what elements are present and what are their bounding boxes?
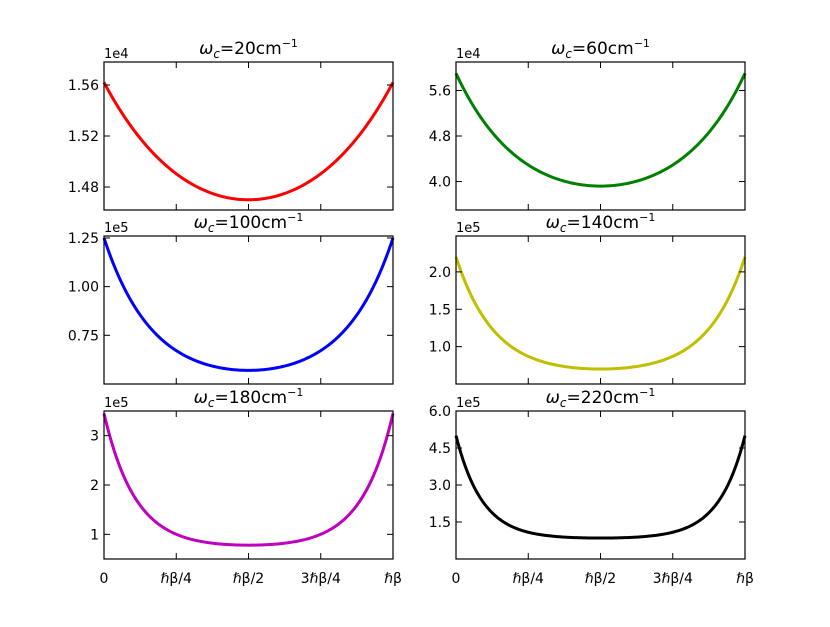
panel-title: ωc=220cm−1	[546, 386, 656, 410]
series-line-3	[102, 237, 395, 372]
xtick-label: ℏβ	[736, 571, 754, 587]
xtick-label: 3ℏβ/4	[653, 571, 693, 587]
ytick-label: 4.5	[429, 441, 451, 457]
xtick-label: ℏβ/4	[513, 571, 545, 587]
ytick-label: 4.0	[429, 175, 451, 191]
offset-multiplier: 1e5	[456, 396, 481, 411]
plot-frame	[103, 61, 394, 211]
ytick-label: 1	[90, 527, 99, 543]
offset-multiplier: 1e5	[104, 396, 129, 411]
ytick-label: 4.8	[429, 129, 451, 145]
panel-5: 1 2 3 0 ℏβ/4 ℏβ/2 3ℏβ/4 ℏβ 1e5 ωc=180cm−1	[90, 386, 402, 587]
ytick-label: 3.0	[429, 478, 451, 494]
offset-multiplier: 1e5	[456, 221, 481, 236]
xtick-label: ℏβ/2	[233, 571, 264, 587]
xtick-label: ℏβ	[384, 571, 402, 587]
panel-6: 1.5 3.0 4.5 6.0 0 ℏβ/4 ℏβ/2 3ℏβ/4 ℏβ 1e5 ωc=220cm−…	[429, 386, 754, 587]
ytick-label: 1.0	[429, 340, 451, 356]
ytick-label: 5.6	[429, 83, 451, 99]
ytick-label: 1.48	[68, 180, 99, 196]
xtick-label: 3ℏβ/4	[301, 571, 341, 587]
ytick-label: 2.0	[429, 265, 451, 281]
series-line-4	[454, 256, 747, 371]
xtick-label: 0	[452, 571, 461, 587]
ytick-label: 1.25	[68, 231, 99, 247]
ytick-label: 2	[90, 478, 99, 494]
plot-frame	[103, 410, 394, 560]
plot-frame	[455, 235, 746, 385]
ytick-label: 1.56	[68, 78, 99, 94]
panel-3: 0.75 1.00 1.25 1e5 ωc=100cm−1	[68, 211, 395, 385]
ytick-label: 1.5	[429, 515, 451, 531]
xtick-label: 0	[100, 571, 109, 587]
ytick-label: 1.52	[68, 129, 99, 145]
ytick-label: 3	[90, 429, 99, 445]
panel-title: ωc=20cm−1	[199, 37, 298, 61]
offset-multiplier: 1e5	[104, 221, 129, 236]
panel-title: ωc=140cm−1	[546, 211, 656, 235]
plot-frame	[103, 235, 394, 385]
series-line-2	[454, 72, 747, 188]
panel-4: 1.0 1.5 2.0 1e5 ωc=140cm−1	[429, 211, 747, 385]
series-line-5	[102, 413, 395, 547]
panel-title: ωc=100cm−1	[194, 211, 304, 235]
plot-frame	[455, 61, 746, 211]
offset-multiplier: 1e4	[456, 47, 481, 62]
panel-2: 4.0 4.8 5.6 1e4 ωc=60cm−1	[429, 37, 747, 211]
series-line-6	[454, 435, 747, 540]
ytick-label: 0.75	[68, 328, 99, 344]
offset-multiplier: 1e4	[104, 47, 129, 62]
ytick-label: 1.00	[68, 280, 99, 296]
xtick-label: ℏβ/2	[585, 571, 616, 587]
series-line-1	[102, 81, 395, 202]
xtick-label: ℏβ/4	[161, 571, 193, 587]
ytick-label: 6.0	[429, 404, 451, 420]
panel-title: ωc=180cm−1	[194, 386, 304, 410]
panel-title: ωc=60cm−1	[551, 37, 650, 61]
ytick-label: 1.5	[429, 302, 451, 318]
panel-1: 1.48 1.52 1.56 1e4 ωc=20cm−1	[68, 37, 395, 211]
